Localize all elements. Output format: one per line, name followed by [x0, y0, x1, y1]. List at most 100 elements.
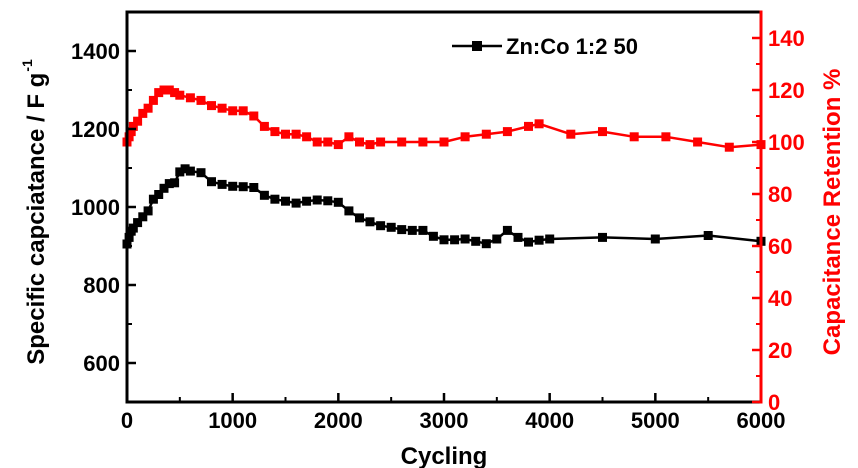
- data-point: [333, 140, 343, 150]
- data-point: [148, 194, 158, 204]
- data-point: [703, 231, 713, 240]
- data-point: [138, 212, 148, 222]
- data-point: [693, 137, 703, 147]
- data-point: [228, 181, 238, 191]
- y-axis-title: Specific capciatance / F g-1: [19, 59, 50, 365]
- data-point: [138, 108, 148, 118]
- data-point: [128, 121, 138, 131]
- data-point: [397, 225, 407, 235]
- data-point: [159, 85, 169, 95]
- y-axis-title-main: Specific capciatance / F g: [23, 73, 50, 365]
- data-point: [355, 137, 364, 147]
- data-point: [133, 116, 143, 126]
- x-tick-label: 3000: [420, 408, 469, 433]
- x-tick-label: 1000: [208, 408, 257, 433]
- data-point: [124, 132, 134, 142]
- data-point: [291, 129, 301, 139]
- plot-frame: [125, 10, 763, 404]
- data-point: [566, 129, 576, 139]
- data-point: [661, 132, 671, 142]
- data-point: [238, 106, 248, 116]
- data-point: [386, 222, 396, 232]
- data-point: [355, 213, 364, 223]
- data-point: [471, 236, 481, 246]
- data-point: [545, 234, 555, 244]
- data-point: [598, 232, 607, 242]
- data-point: [524, 121, 533, 131]
- y-axis-title-superscript: -1: [19, 59, 35, 72]
- data-point: [344, 206, 354, 216]
- data-point: [534, 235, 544, 245]
- data-point: [154, 190, 164, 199]
- data-point: [185, 93, 195, 103]
- data-point: [492, 234, 502, 244]
- data-point: [481, 239, 491, 249]
- data-point: [159, 183, 169, 193]
- data-point: [249, 111, 259, 121]
- x-tick-label: 6000: [737, 408, 786, 433]
- data-point: [650, 234, 660, 244]
- data-point: [196, 168, 206, 178]
- data-point: [418, 225, 428, 235]
- data-point: [259, 190, 269, 200]
- data-point: [164, 179, 174, 189]
- y-tick-label: 1200: [71, 117, 120, 142]
- data-point: [154, 88, 164, 98]
- y-tick-label: 600: [83, 351, 120, 376]
- data-point: [291, 198, 301, 208]
- data-point: [180, 164, 190, 174]
- data-point: [724, 142, 734, 152]
- data-point: [302, 196, 312, 206]
- svg-text:Specific capciatance / F g-1: Specific capciatance / F g-1: [19, 59, 50, 365]
- data-point: [249, 183, 259, 192]
- data-point: [170, 178, 180, 188]
- y2-axis-title: Capacitance Retention %: [819, 69, 846, 356]
- legend-label: Zn:Co 1:2 50: [506, 34, 638, 59]
- data-point: [598, 127, 607, 137]
- data-point: [259, 121, 269, 131]
- data-point: [238, 182, 248, 192]
- y2-tick-label: 60: [768, 234, 792, 259]
- y-tick-label: 800: [83, 273, 120, 298]
- data-point: [302, 132, 312, 142]
- y-tick-label: 1000: [71, 195, 120, 220]
- data-point: [128, 223, 138, 233]
- x-tick-label: 2000: [314, 408, 363, 433]
- data-point: [513, 232, 523, 242]
- y-tick-label: 1400: [71, 39, 120, 64]
- y2-tick-label: 140: [768, 26, 805, 51]
- data-point: [207, 177, 216, 187]
- data-point: [397, 137, 407, 147]
- data-point: [439, 137, 449, 147]
- data-point: [534, 119, 544, 129]
- data-point: [281, 196, 290, 206]
- data-point: [524, 237, 533, 247]
- data-point: [323, 196, 333, 206]
- data-point: [418, 137, 428, 147]
- x-axis-title: Cycling: [401, 443, 488, 468]
- x-tick-label: 4000: [525, 408, 574, 433]
- x-tick-label: 0: [121, 408, 133, 433]
- data-point: [502, 127, 512, 137]
- tick-labels: 0 1000 2000 3000 4000 5000 6000 600 800 1000 1200 1…: [71, 26, 805, 433]
- data-point: [207, 101, 216, 111]
- data-point: [376, 221, 386, 231]
- data-point: [481, 129, 491, 139]
- y2-tick-label: 100: [768, 130, 805, 155]
- data-point: [333, 197, 343, 207]
- data-point: [344, 132, 354, 142]
- data-point: [323, 137, 333, 147]
- data-point: [164, 85, 174, 95]
- data-point: [365, 140, 375, 150]
- data-point: [629, 132, 639, 142]
- data-point: [270, 194, 280, 204]
- y2-tick-label: 40: [768, 286, 792, 311]
- x-tick-label: 5000: [631, 408, 680, 433]
- y2-tick-label: 120: [768, 78, 805, 103]
- data-point: [196, 95, 206, 105]
- data-point: [126, 127, 136, 137]
- y2-tick-label: 80: [768, 182, 792, 207]
- data-point: [228, 106, 238, 116]
- data-point: [281, 129, 290, 139]
